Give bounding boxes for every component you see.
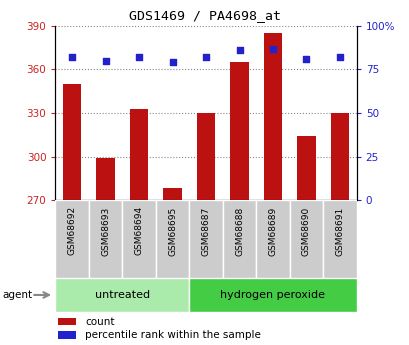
Point [102, 58, 109, 63]
Point [236, 48, 242, 53]
Point [336, 55, 342, 60]
Bar [55, 200, 89, 278]
Bar [289, 200, 322, 278]
Bar [63, 84, 81, 200]
Bar [189, 278, 356, 312]
Bar [263, 33, 281, 200]
Bar [122, 200, 155, 278]
Point [69, 55, 75, 60]
Text: GSM68691: GSM68691 [335, 206, 344, 256]
Text: agent: agent [2, 290, 32, 300]
Bar [330, 113, 348, 200]
Text: percentile rank within the sample: percentile rank within the sample [85, 330, 261, 340]
Text: GSM68695: GSM68695 [168, 206, 177, 256]
Bar [297, 136, 315, 200]
Text: GSM68694: GSM68694 [134, 206, 143, 255]
Point [202, 55, 209, 60]
Point [302, 56, 309, 62]
Bar [222, 200, 256, 278]
Text: hydrogen peroxide: hydrogen peroxide [220, 290, 325, 300]
Bar [55, 278, 189, 312]
Point [269, 46, 276, 51]
Bar [196, 113, 215, 200]
Point [135, 55, 142, 60]
Text: GDS1469 / PA4698_at: GDS1469 / PA4698_at [129, 9, 280, 22]
Bar [58, 331, 76, 339]
Bar [163, 188, 181, 200]
Bar [130, 109, 148, 200]
Point [169, 60, 175, 65]
Bar [256, 200, 289, 278]
Text: GSM68689: GSM68689 [268, 206, 277, 256]
Text: GSM68690: GSM68690 [301, 206, 310, 256]
Bar [96, 158, 115, 200]
Text: GSM68687: GSM68687 [201, 206, 210, 256]
Bar [155, 200, 189, 278]
Bar [58, 318, 76, 325]
Bar [230, 62, 248, 200]
Text: GSM68692: GSM68692 [67, 206, 76, 255]
Text: GSM68693: GSM68693 [101, 206, 110, 256]
Bar [322, 200, 356, 278]
Bar [189, 200, 222, 278]
Bar [89, 200, 122, 278]
Text: count: count [85, 317, 115, 327]
Text: GSM68688: GSM68688 [234, 206, 243, 256]
Text: untreated: untreated [94, 290, 150, 300]
